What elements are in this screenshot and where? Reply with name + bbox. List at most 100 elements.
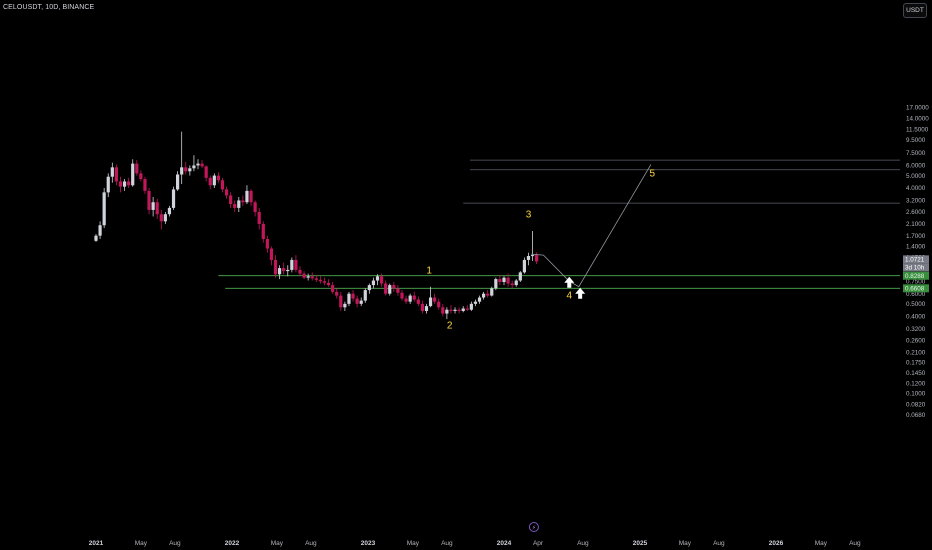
y-axis-tick-label: 6.0000 bbox=[906, 163, 926, 170]
candle bbox=[200, 160, 204, 169]
candle bbox=[506, 273, 510, 287]
candle-body bbox=[392, 285, 396, 289]
candle-body bbox=[400, 292, 404, 299]
candle-body bbox=[359, 300, 363, 304]
candle bbox=[486, 290, 490, 298]
candle-body bbox=[135, 163, 139, 174]
x-axis-tick-label: 2021 bbox=[89, 540, 104, 547]
candle-body bbox=[469, 303, 473, 310]
up-arrow-icon[interactable] bbox=[564, 276, 575, 288]
candle-body bbox=[371, 280, 376, 286]
wave-label[interactable]: 3 bbox=[526, 210, 532, 221]
wave-label[interactable]: 4 bbox=[566, 291, 572, 302]
y-axis-tick-label: 1.7000 bbox=[906, 233, 926, 240]
candle bbox=[522, 257, 526, 274]
candle-body bbox=[408, 295, 412, 302]
candle-body bbox=[261, 223, 265, 240]
candle bbox=[453, 307, 457, 314]
candle bbox=[502, 276, 506, 286]
candle-body bbox=[388, 285, 392, 294]
candle bbox=[147, 188, 151, 215]
candle bbox=[359, 297, 363, 307]
currency-button[interactable]: USDT bbox=[903, 3, 927, 18]
candle-body bbox=[518, 272, 522, 281]
candle bbox=[188, 165, 192, 176]
candle-body bbox=[286, 269, 290, 272]
candle bbox=[465, 304, 469, 311]
x-axis-tick-label: Aug bbox=[849, 540, 861, 547]
candle-body bbox=[355, 298, 359, 304]
candle bbox=[384, 280, 388, 296]
candle bbox=[514, 279, 518, 287]
candle-body bbox=[192, 165, 196, 169]
candle bbox=[351, 290, 355, 302]
candle bbox=[110, 162, 114, 183]
candle-body bbox=[347, 293, 351, 304]
candle-body bbox=[147, 190, 151, 210]
candle bbox=[192, 155, 196, 172]
wave-label[interactable]: 2 bbox=[447, 321, 453, 332]
projection-path[interactable] bbox=[531, 164, 652, 288]
candle bbox=[273, 255, 278, 278]
candle bbox=[530, 230, 535, 261]
candle bbox=[322, 277, 327, 286]
y-axis-tick-label: 0.4000 bbox=[906, 313, 926, 320]
candle bbox=[416, 296, 420, 307]
candle-body bbox=[449, 309, 453, 311]
x-axis-tick-label: Aug bbox=[441, 540, 453, 547]
candle-body bbox=[212, 175, 216, 186]
candle-body bbox=[204, 166, 208, 178]
y-axis-tick-label: 0.1450 bbox=[906, 370, 926, 377]
candle-body bbox=[457, 309, 461, 311]
y-axis-tick-label: 0.2100 bbox=[906, 349, 926, 356]
candle-body bbox=[412, 295, 416, 300]
candle-body bbox=[188, 168, 192, 172]
y-axis-tick-label: 4.0000 bbox=[906, 185, 926, 192]
candle bbox=[457, 307, 461, 314]
candle-body bbox=[522, 259, 526, 273]
y-axis-tick-label: 0.6000 bbox=[906, 291, 926, 298]
candle bbox=[441, 303, 445, 317]
candle-body bbox=[167, 207, 172, 215]
x-axis-tick-label: Apr bbox=[533, 540, 544, 547]
candle-body bbox=[131, 163, 135, 186]
candle bbox=[314, 274, 318, 283]
candle-body bbox=[473, 301, 478, 304]
y-axis-tick-label: 0.5000 bbox=[906, 301, 926, 308]
candle-body bbox=[98, 225, 102, 236]
candle-body bbox=[494, 279, 498, 289]
wave-label[interactable]: 5 bbox=[649, 169, 655, 180]
candle-body bbox=[233, 204, 237, 208]
candle bbox=[482, 291, 486, 300]
candle bbox=[118, 176, 123, 193]
up-arrow-icon[interactable] bbox=[575, 287, 586, 299]
y-axis-tick-label: 11.5000 bbox=[906, 126, 929, 133]
candle-body bbox=[363, 290, 367, 301]
candle bbox=[229, 192, 233, 208]
price-tag-label: 1.0721 bbox=[905, 257, 925, 264]
candle-body bbox=[257, 212, 261, 224]
candle bbox=[171, 186, 176, 210]
candle-body bbox=[461, 308, 465, 311]
x-axis-tick-label: May bbox=[679, 540, 692, 547]
candle-body bbox=[208, 177, 212, 186]
events-marker[interactable]: ⚡ bbox=[528, 522, 539, 532]
candle bbox=[375, 274, 380, 286]
price-tag-bg bbox=[903, 255, 929, 264]
candle bbox=[326, 279, 331, 287]
candle-body bbox=[94, 235, 98, 241]
candle-body bbox=[180, 167, 184, 175]
candle bbox=[204, 165, 208, 182]
candle bbox=[408, 293, 412, 304]
candle bbox=[445, 307, 449, 320]
x-axis-tick-label: Aug bbox=[713, 540, 725, 547]
candle bbox=[355, 295, 359, 308]
wave-label[interactable]: 1 bbox=[426, 266, 432, 277]
candle bbox=[102, 188, 106, 229]
candle bbox=[298, 266, 302, 277]
candle bbox=[253, 200, 257, 217]
candle bbox=[261, 221, 265, 243]
candle-body bbox=[506, 277, 510, 284]
candle-body bbox=[237, 200, 241, 208]
